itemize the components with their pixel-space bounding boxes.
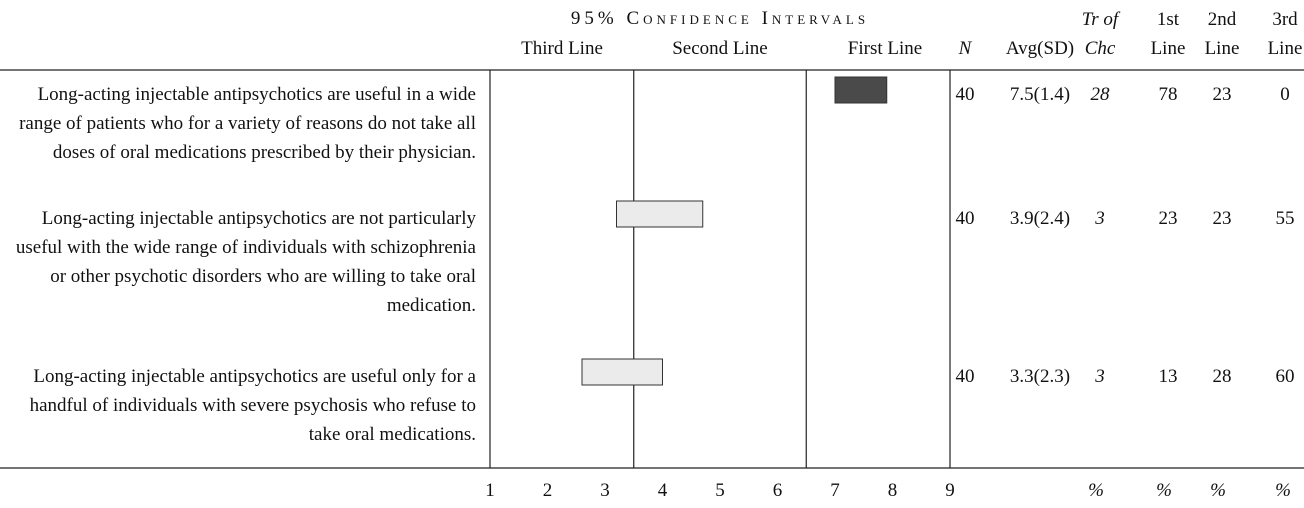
tick-label: 4 — [657, 480, 668, 501]
tick-label: 7 — [830, 480, 840, 501]
ci-bar — [834, 76, 888, 104]
cell-first: 78 — [1158, 84, 1178, 105]
cell-first: 13 — [1158, 366, 1178, 387]
cell-third: 60 — [1275, 366, 1295, 387]
cell-second: 28 — [1212, 366, 1232, 387]
unit: % — [1210, 480, 1226, 501]
cell-tr: 3 — [1095, 366, 1105, 387]
statement: Long-acting injectable antipsychotics ar… — [29, 366, 476, 445]
tick-label: 6 — [772, 480, 783, 501]
zone-label: Second Line — [672, 38, 768, 59]
zone-label: First Line — [847, 38, 923, 59]
tick-label: 3 — [600, 480, 610, 501]
cell-first: 23 — [1158, 208, 1178, 229]
cell-n: 40 — [955, 208, 975, 229]
tick-label: 8 — [887, 480, 898, 501]
tick-label: 2 — [542, 480, 553, 501]
cell-tr: 28 — [1090, 84, 1110, 105]
column-header: Avg(SD) — [1005, 38, 1075, 59]
column-header: 2nd Line — [1204, 9, 1240, 59]
cell-tr: 3 — [1095, 208, 1105, 229]
tick-label: 5 — [715, 480, 725, 501]
cell-avg: 7.5(1.4) — [1009, 84, 1071, 105]
column-header: 1st Line — [1150, 9, 1186, 59]
statement: Long-acting injectable antipsychotics ar… — [15, 208, 476, 316]
cell-second: 23 — [1212, 208, 1232, 229]
cell-third: 0 — [1280, 84, 1290, 105]
column-header: Tr of Chc — [1081, 9, 1119, 59]
statement: Long-acting injectable antipsychotics ar… — [19, 84, 476, 163]
column-header: N — [958, 38, 972, 59]
cell-avg: 3.3(2.3) — [1009, 366, 1071, 387]
cell-third: 55 — [1275, 208, 1295, 229]
cell-n: 40 — [955, 366, 975, 387]
ci-bar — [581, 358, 663, 386]
unit: % — [1275, 480, 1291, 501]
unit: % — [1088, 480, 1104, 501]
ci-bar — [616, 200, 704, 228]
column-header: 3rd Line — [1267, 9, 1303, 59]
tick-label: 9 — [945, 480, 955, 501]
cell-second: 23 — [1212, 84, 1232, 105]
zone-label: Third Line — [521, 38, 603, 59]
cell-n: 40 — [955, 84, 975, 105]
tick-label: 1 — [485, 480, 495, 501]
cell-avg: 3.9(2.4) — [1009, 208, 1071, 229]
title: 95% Confidence Intervals — [570, 8, 870, 29]
unit: % — [1156, 480, 1172, 501]
